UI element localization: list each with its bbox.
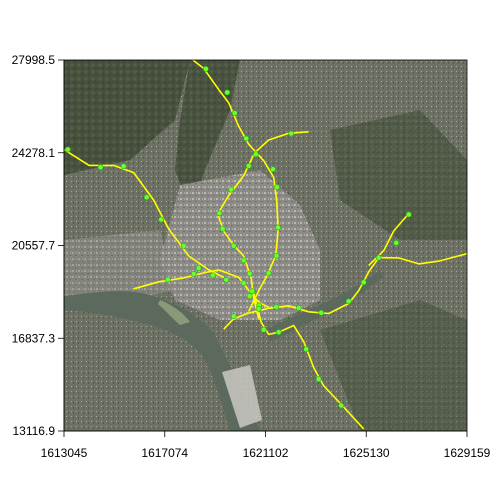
y-axis: 13116.9 16837.3 20557.7 24278.1 27998.5 [12, 53, 65, 438]
metro-station-3 [120, 163, 127, 170]
x-tick-label: 1617074 [141, 446, 188, 460]
metro-station-44 [303, 346, 310, 353]
x-tick-label: 1629159 [444, 446, 491, 460]
metro-station-27 [249, 288, 256, 295]
metro-lines [64, 60, 467, 430]
metro-station-12 [243, 135, 250, 142]
y-tick-label: 24278.1 [12, 146, 56, 160]
metro-station-25 [240, 257, 247, 264]
metro-station-40 [360, 279, 367, 286]
metro-station-11 [231, 110, 238, 116]
metro-station-32 [240, 280, 247, 286]
metro-station-26 [246, 270, 253, 277]
y-tick-label: 13116.9 [13, 424, 56, 438]
forest-northwest [64, 60, 190, 175]
island [158, 300, 190, 325]
metro-station-18 [265, 270, 272, 276]
metro-station-10 [224, 89, 231, 96]
river-anacostia [265, 270, 384, 342]
metro-station-7 [195, 265, 202, 271]
metro-station-24 [230, 242, 237, 249]
metro-station-6 [180, 242, 187, 249]
metro-station-23 [219, 225, 226, 232]
metro-station-9 [202, 66, 209, 72]
y-tick-label: 27998.5 [12, 53, 56, 67]
metro-station-17 [273, 252, 280, 259]
metro-station-41 [375, 254, 382, 261]
metro-station-48 [405, 211, 412, 218]
metro-station-34 [230, 313, 237, 320]
metro-station-39 [345, 298, 352, 305]
metro-station-16 [275, 224, 281, 231]
metro-station-1 [64, 146, 71, 153]
metro-station-5 [158, 216, 165, 223]
metro-station-33 [246, 293, 253, 299]
metro-station-38 [318, 309, 325, 316]
metro-station-45 [315, 376, 322, 382]
metro-station-13 [252, 151, 259, 158]
metro-stations [64, 66, 412, 409]
x-tick-label: 1613045 [41, 446, 88, 460]
forest-east [330, 110, 467, 240]
forest-southeast [320, 300, 467, 431]
metro-station-46 [338, 402, 345, 409]
y-tick-label: 16837.3 [12, 331, 56, 345]
metro-station-30 [190, 270, 197, 277]
metro-station-35 [255, 305, 262, 312]
metro-station-42 [260, 326, 267, 333]
urban-core [160, 170, 320, 320]
x-tick-label: 1625130 [343, 446, 390, 460]
urban-west [64, 230, 175, 300]
metro-station-43 [275, 329, 282, 336]
basemap [64, 60, 467, 431]
metro-line-1 [64, 148, 225, 279]
metro-station-20 [245, 162, 252, 169]
metro-station-37 [295, 305, 302, 311]
metro-station-19 [288, 130, 295, 137]
metro-station-2 [97, 164, 104, 171]
metro-station-22 [216, 210, 223, 217]
x-axis: 1613045 1617074 1621102 1625130 1629159 [41, 430, 491, 460]
metro-station-8 [209, 272, 216, 279]
x-tick-label: 1621102 [243, 446, 289, 460]
metro-station-15 [274, 184, 280, 190]
metro-station-4 [143, 194, 150, 201]
airport [222, 365, 262, 428]
metro-station-29 [164, 276, 171, 283]
metro-station-36 [273, 304, 280, 310]
metro-station-31 [223, 276, 230, 283]
metro-station-47 [393, 239, 400, 246]
metro-station-14 [270, 166, 276, 173]
y-tick-label: 20557.7 [12, 239, 56, 253]
metro-station-21 [228, 186, 235, 193]
